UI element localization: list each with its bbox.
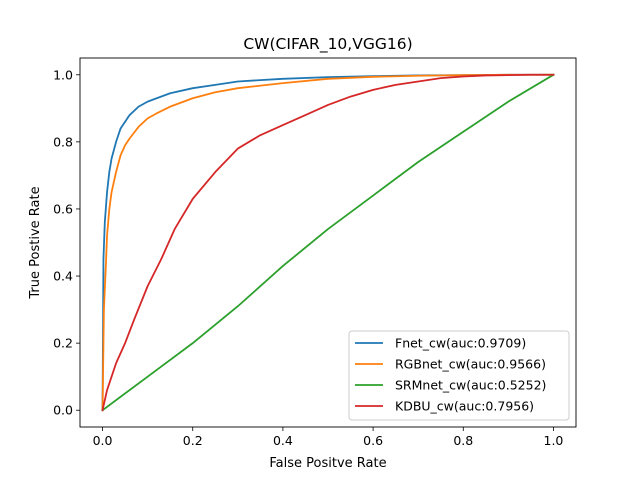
- x-axis-label: False Positve Rate: [269, 456, 386, 471]
- series-line-3: [101, 73, 555, 412]
- y-tick-label: 0.2: [53, 336, 73, 351]
- legend-label-2: RGBnet_cw(auc:0.9566): [395, 357, 546, 372]
- x-axis: 0.0 0.2 0.4 0.6 0.8 1.0: [93, 427, 564, 448]
- x-tick-label: 0.6: [363, 433, 383, 448]
- legend-label-1: Fnet_cw(auc:0.9709): [395, 336, 526, 351]
- y-tick-label: 0.4: [53, 269, 73, 284]
- legend: Fnet_cw(auc:0.9709) RGBnet_cw(auc:0.9566)…: [348, 330, 570, 421]
- y-axis-label: True Postive Rate: [28, 186, 43, 299]
- y-tick-label: 1.0: [53, 67, 73, 82]
- series-line-4: [101, 73, 555, 412]
- x-tick-label: 0.8: [453, 433, 473, 448]
- y-axis: 0.0 0.2 0.4 0.6 0.8 1.0: [53, 67, 80, 418]
- legend-label-4: KDBU_cw(auc:0.7956): [395, 399, 534, 414]
- y-tick-label: 0.8: [53, 134, 73, 149]
- legend-frame: [348, 330, 570, 421]
- series-line-2: [101, 73, 555, 412]
- series-layer: [101, 73, 555, 412]
- chart-title: CW(CIFAR_10,VGG16): [243, 35, 412, 54]
- x-tick-label: 0.4: [273, 433, 293, 448]
- x-tick-label: 0.0: [93, 433, 113, 448]
- y-tick-label: 0.6: [53, 201, 73, 216]
- y-tick-label: 0.0: [53, 403, 73, 418]
- legend-label-3: SRMnet_cw(auc:0.5252): [395, 378, 546, 393]
- plot-frame: [79, 57, 577, 428]
- x-tick-label: 1.0: [544, 433, 564, 448]
- x-tick-label: 0.2: [183, 433, 203, 448]
